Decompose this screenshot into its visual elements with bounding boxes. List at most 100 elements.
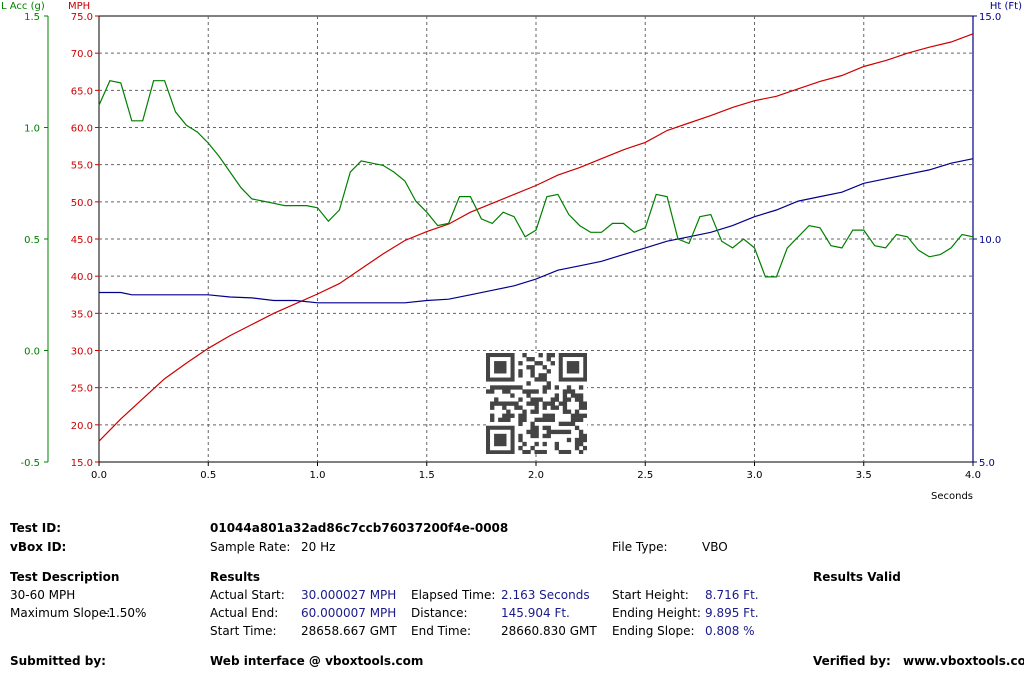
qr-module	[538, 397, 543, 402]
qr-module	[562, 393, 568, 398]
max-slope-label: Maximum Slope:	[10, 606, 111, 620]
height-tick-label: 15.0	[979, 12, 1001, 23]
qr-code-image	[486, 353, 588, 455]
x-tick-label: 3.0	[747, 470, 763, 481]
qr-module	[518, 369, 523, 374]
x-tick-label: 3.5	[856, 470, 872, 481]
sample-rate-value: 20 Hz	[301, 540, 336, 554]
mph-tick-label: 55.0	[71, 161, 93, 172]
qr-module	[498, 417, 503, 422]
qr-module	[562, 405, 568, 410]
qr-module	[510, 393, 515, 398]
qr-module	[562, 409, 568, 414]
height-tick-label: 5.0	[979, 458, 995, 469]
mph-tick-label: 25.0	[71, 384, 93, 395]
qr-module	[558, 421, 564, 427]
acceleration-series-line	[98, 80, 974, 278]
qr-module	[530, 357, 535, 362]
distance-value: 145.904 Ft.	[501, 606, 570, 620]
qr-module	[550, 397, 555, 402]
qr-module	[522, 441, 527, 447]
qr-module	[534, 417, 539, 422]
qr-module	[546, 429, 551, 435]
qr-module	[522, 353, 527, 358]
acc-axis-label: L Acc (g)	[1, 1, 45, 12]
qr-module	[570, 417, 576, 422]
height-axis-label: Ht (Ft)	[990, 1, 1022, 12]
qr-module	[554, 429, 560, 435]
qr-module	[546, 353, 551, 358]
mph-tick-label: 60.0	[71, 124, 93, 135]
qr-module	[518, 385, 523, 390]
qr-module	[534, 441, 539, 447]
qr-module	[530, 425, 535, 431]
actual-start-label: Actual Start:	[210, 588, 285, 602]
test-description-title: Test Description	[10, 570, 120, 584]
vbox-id-label: vBox ID:	[10, 540, 67, 554]
qr-module	[534, 433, 539, 439]
qr-module	[530, 397, 535, 402]
qr-module	[530, 389, 535, 394]
qr-module	[554, 385, 560, 390]
ending-height-value: 9.895 Ft.	[705, 606, 759, 620]
qr-module	[530, 421, 535, 427]
qr-module	[578, 449, 584, 455]
qr-module	[574, 397, 580, 402]
qr-module	[538, 373, 543, 378]
elapsed-time-value: 2.163 Seconds	[501, 588, 590, 602]
qr-module	[574, 437, 580, 443]
qr-module	[566, 429, 572, 435]
qr-module	[578, 397, 584, 402]
qr-module	[546, 369, 551, 374]
qr-module	[530, 409, 535, 414]
qr-module	[546, 433, 551, 439]
qr-module	[518, 373, 523, 378]
qr-module	[578, 405, 584, 410]
web-interface-link[interactable]: Web interface @ vboxtools.com	[210, 654, 424, 668]
end-time-label: End Time:	[411, 624, 472, 638]
qr-module	[542, 373, 547, 378]
qr-module	[526, 401, 531, 406]
verified-by-label: Verified by:	[813, 654, 891, 668]
qr-module	[518, 417, 523, 422]
qr-module	[566, 449, 572, 455]
qr-module	[578, 413, 584, 418]
qr-module	[534, 401, 539, 406]
submitted-by-label: Submitted by:	[10, 654, 106, 668]
qr-code-graphic	[486, 353, 588, 455]
qr-module	[542, 377, 547, 382]
qr-module	[506, 385, 511, 390]
qr-module	[554, 397, 560, 402]
x-tick-label: 0.5	[200, 470, 216, 481]
qr-module	[490, 413, 495, 418]
results-title: Results	[210, 570, 261, 584]
actual-end-label: Actual End:	[210, 606, 279, 620]
qr-module	[526, 357, 531, 362]
qr-module	[518, 433, 523, 439]
qr-module	[518, 361, 523, 366]
qr-module	[570, 393, 576, 398]
sample-rate-label: Sample Rate:	[210, 540, 291, 554]
qr-module	[526, 449, 531, 455]
qr-module	[578, 385, 584, 390]
qr-module	[562, 421, 568, 427]
distance-label: Distance:	[411, 606, 468, 620]
qr-module	[526, 393, 531, 398]
qr-module	[494, 401, 499, 406]
qr-module	[570, 421, 576, 427]
qr-module	[506, 389, 511, 394]
qr-module	[542, 389, 547, 394]
verified-by-link[interactable]: www.vboxtools.com	[903, 654, 1024, 668]
qr-module	[546, 381, 551, 386]
qr-module	[566, 421, 572, 427]
qr-module	[530, 445, 535, 451]
mph-tick-label: 20.0	[71, 421, 93, 432]
acc-tick-label: 1.5	[24, 12, 40, 23]
qr-module	[578, 417, 584, 422]
qr-module	[518, 413, 523, 418]
qr-module	[550, 405, 555, 410]
qr-module	[526, 365, 531, 370]
qr-module	[542, 449, 547, 455]
file-type-label: File Type:	[612, 540, 668, 554]
qr-module	[534, 449, 539, 455]
